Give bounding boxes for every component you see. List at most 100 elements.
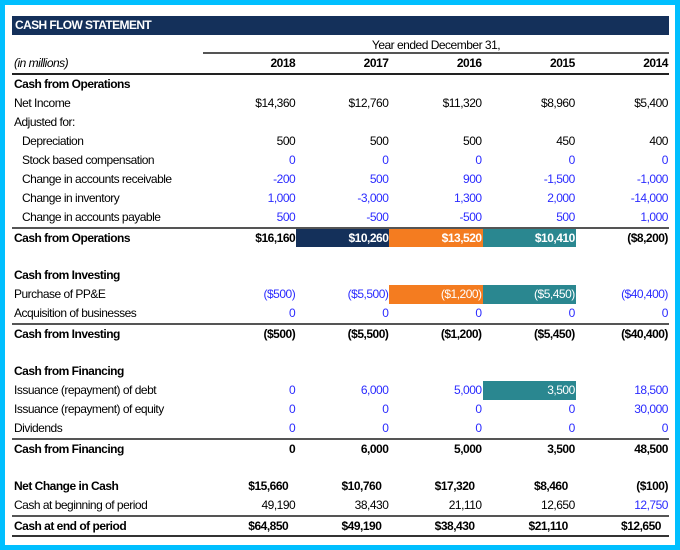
value-cell[interactable]: ($8,200) (627, 231, 668, 245)
row-label[interactable]: Purchase of PP&E (14, 287, 106, 301)
value-cell[interactable]: 3,500 (482, 381, 576, 400)
value-cell[interactable]: 0 (289, 402, 296, 416)
value-cell[interactable]: ($1,200) (440, 327, 482, 341)
value-cell[interactable]: 12,750 (634, 498, 668, 512)
row-label[interactable]: Change in inventory (22, 191, 120, 205)
value-cell[interactable]: $15,660 (248, 479, 289, 493)
value-cell[interactable]: 500 (369, 134, 389, 148)
value-cell[interactable]: 21,110 (448, 498, 482, 512)
value-cell[interactable]: 0 (661, 421, 669, 435)
value-cell[interactable] (576, 458, 669, 477)
value-cell[interactable]: ($40,400) (621, 327, 668, 341)
value-cell[interactable]: $16,160 (255, 231, 296, 245)
row-label[interactable]: Cash at end of period (14, 519, 127, 533)
value-cell[interactable]: 49,190 (261, 498, 296, 512)
value-cell[interactable] (483, 458, 576, 477)
value-cell[interactable] (389, 75, 482, 94)
value-cell[interactable]: ($500) (263, 327, 296, 341)
value-cell[interactable]: 30,000 (634, 402, 668, 416)
value-cell[interactable]: -500 (459, 210, 483, 224)
row-label[interactable]: Cash from Investing (14, 268, 120, 282)
value-cell[interactable]: $64,850 (248, 519, 289, 533)
value-cell[interactable]: ($5,500) (347, 287, 389, 301)
value-cell[interactable]: 0 (568, 153, 576, 167)
row-label[interactable]: Net Income (14, 96, 71, 110)
row-label[interactable] (12, 343, 203, 362)
value-cell[interactable] (203, 362, 296, 381)
value-cell[interactable]: 0 (475, 153, 482, 167)
value-cell[interactable]: 0 (382, 153, 389, 167)
value-cell[interactable]: $21,110 (528, 519, 569, 533)
value-cell[interactable]: 500 (369, 172, 389, 186)
value-cell[interactable] (483, 266, 576, 285)
value-cell[interactable]: 500 (556, 210, 575, 224)
value-cell[interactable]: 6,000 (360, 442, 389, 456)
row-label[interactable]: Cash from Operations (14, 231, 131, 245)
year-header[interactable]: 2015 (550, 56, 575, 70)
row-label[interactable] (12, 247, 203, 266)
value-cell[interactable]: 900 (463, 172, 482, 186)
row-label[interactable]: Issuance (repayment) of debt (14, 383, 157, 397)
value-cell[interactable] (483, 362, 576, 381)
value-cell[interactable] (296, 247, 389, 266)
value-cell[interactable] (389, 113, 482, 132)
row-label[interactable]: Cash from Operations (14, 77, 131, 91)
value-cell[interactable]: -3,000 (357, 191, 389, 205)
year-header[interactable]: 2018 (270, 56, 296, 70)
value-cell[interactable] (296, 343, 389, 362)
value-cell[interactable]: 0 (568, 402, 576, 416)
year-header[interactable]: 2016 (456, 56, 482, 70)
value-cell[interactable]: ($40,400) (621, 287, 668, 301)
value-cell[interactable]: 0 (289, 306, 296, 320)
row-label[interactable]: Cash from Financing (14, 364, 124, 378)
value-cell[interactable]: 0 (475, 421, 482, 435)
value-cell[interactable]: 18,500 (634, 383, 668, 397)
value-cell[interactable] (389, 247, 482, 266)
value-cell[interactable] (483, 247, 576, 266)
row-label[interactable]: Stock based compensation (22, 153, 155, 167)
value-cell[interactable] (389, 362, 482, 381)
value-cell[interactable]: 500 (276, 134, 296, 148)
row-label[interactable]: Change in accounts receivable (22, 172, 172, 186)
value-cell[interactable]: 48,500 (634, 442, 668, 456)
value-cell[interactable]: 0 (661, 153, 669, 167)
value-cell[interactable]: ($5,450) (534, 327, 575, 341)
value-cell[interactable]: 0 (289, 442, 296, 456)
year-header[interactable]: 2017 (363, 56, 389, 70)
row-label[interactable]: Cash from Financing (14, 442, 124, 456)
row-label[interactable]: Cash from Investing (14, 327, 120, 341)
value-cell[interactable]: 0 (568, 421, 576, 435)
value-cell[interactable] (576, 362, 669, 381)
value-cell[interactable]: -500 (366, 210, 389, 224)
value-cell[interactable]: -200 (273, 172, 296, 186)
year-header[interactable]: 2014 (643, 56, 668, 70)
value-cell[interactable] (389, 458, 482, 477)
value-cell[interactable]: 400 (649, 134, 668, 148)
value-cell[interactable] (576, 343, 669, 362)
value-cell[interactable]: 0 (289, 153, 296, 167)
value-cell[interactable]: $10,760 (341, 479, 382, 493)
value-cell[interactable]: 1,300 (454, 191, 482, 205)
value-cell[interactable]: 0 (382, 306, 389, 320)
value-cell[interactable]: ($1,200) (389, 285, 483, 304)
value-cell[interactable] (203, 75, 296, 94)
value-cell[interactable] (296, 75, 389, 94)
value-cell[interactable] (296, 458, 389, 477)
value-cell[interactable] (203, 113, 296, 132)
value-cell[interactable]: 5,000 (454, 442, 482, 456)
value-cell[interactable]: $10,260 (296, 229, 390, 247)
value-cell[interactable]: $10,410 (482, 229, 576, 247)
value-cell[interactable] (576, 247, 669, 266)
row-label[interactable]: Issuance (repayment) of equity (14, 402, 164, 416)
value-cell[interactable]: 0 (382, 421, 389, 435)
value-cell[interactable] (296, 113, 389, 132)
value-cell[interactable]: 12,650 (541, 498, 575, 512)
value-cell[interactable]: ($5,450) (482, 285, 576, 304)
value-cell[interactable]: 500 (463, 134, 482, 148)
row-label[interactable]: Cash at beginning of period (14, 498, 148, 512)
value-cell[interactable]: $8,460 (534, 479, 568, 493)
value-cell[interactable]: 0 (661, 306, 669, 320)
value-cell[interactable]: 0 (568, 306, 576, 320)
value-cell[interactable]: 3,500 (547, 442, 575, 456)
value-cell[interactable]: $12,760 (348, 96, 389, 110)
